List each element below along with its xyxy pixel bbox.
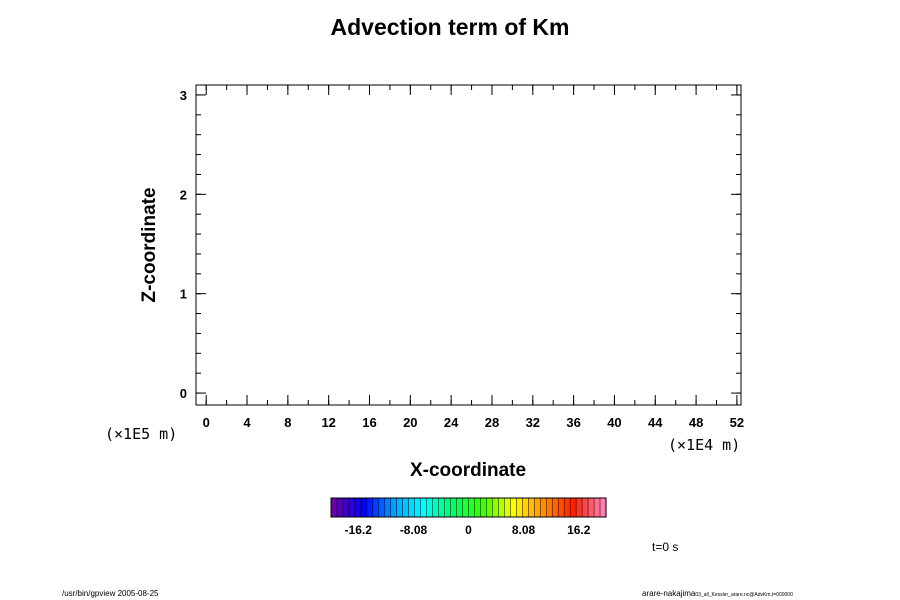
colorbar-cell bbox=[504, 498, 511, 517]
colorbar-cell bbox=[366, 498, 374, 517]
x-tick-label: 20 bbox=[403, 415, 417, 430]
chart-title: Advection term of Km bbox=[330, 14, 570, 40]
x-axis-label: X-coordinate bbox=[409, 460, 527, 481]
colorbar-cell bbox=[450, 498, 458, 517]
colorbar-cell bbox=[408, 498, 416, 517]
axis-ticks bbox=[196, 85, 741, 405]
colorbar-cell bbox=[588, 498, 595, 517]
colorbar-cell bbox=[402, 498, 410, 517]
colorbar-cell bbox=[396, 498, 404, 517]
x-tick-label: 44 bbox=[648, 415, 663, 430]
colorbar-cell bbox=[462, 498, 470, 517]
colorbar-cell bbox=[522, 498, 529, 517]
colorbar-cell bbox=[582, 498, 589, 517]
colorbar-tick-label: 0 bbox=[465, 523, 472, 537]
colorbar-cell bbox=[552, 498, 559, 517]
colorbar-tick-label: -8.08 bbox=[400, 523, 428, 537]
colorbar-cell bbox=[342, 498, 350, 517]
x-tick-label: 40 bbox=[607, 415, 621, 430]
colorbar-cell bbox=[331, 498, 338, 517]
colorbar-tick-label: -16.2 bbox=[345, 523, 373, 537]
colorbar-cell bbox=[576, 498, 583, 517]
y-tick-label: 1 bbox=[180, 287, 187, 302]
colorbar-cell bbox=[414, 498, 422, 517]
colorbar-cell bbox=[534, 498, 541, 517]
colorbar: -16.2 -8.08 0 8.08 16.2 bbox=[330, 497, 607, 537]
x-tick-label: 4 bbox=[243, 415, 251, 430]
time-label: t=0 s bbox=[652, 540, 679, 554]
colorbar-cell bbox=[360, 498, 368, 517]
colorbar-cell bbox=[378, 498, 386, 517]
x-tick-labels: 0 4 8 12 16 20 24 28 32 36 40 44 48 52 bbox=[203, 415, 745, 430]
footer-source: arare-nakajima03_all_Kessler_arare.nc@Ad… bbox=[642, 589, 793, 598]
colorbar-cell bbox=[528, 498, 535, 517]
x-tick-label: 24 bbox=[444, 415, 459, 430]
x-tick-label: 12 bbox=[321, 415, 335, 430]
colorbar-cell bbox=[594, 498, 601, 517]
colorbar-cell bbox=[432, 498, 440, 517]
x-tick-label: 8 bbox=[284, 415, 291, 430]
x-tick-label: 16 bbox=[362, 415, 376, 430]
colorbar-cell bbox=[420, 498, 428, 517]
y-tick-labels: 0 1 2 3 bbox=[180, 88, 187, 401]
colorbar-cell bbox=[510, 498, 517, 517]
x-axis-unit-label: (×1E4 m) bbox=[668, 436, 741, 454]
colorbar-cell bbox=[540, 498, 547, 517]
footer-command: /usr/bin/gpview 2005-08-25 bbox=[62, 589, 159, 598]
colorbar-tick-label: 16.2 bbox=[567, 523, 591, 537]
colorbar-cell bbox=[438, 498, 446, 517]
colorbar-cell bbox=[348, 498, 356, 517]
colorbar-cell bbox=[354, 498, 362, 517]
y-tick-label: 0 bbox=[180, 386, 187, 401]
y-axis-unit-label: (×1E5 m) bbox=[105, 425, 178, 443]
colorbar-cell bbox=[516, 498, 523, 517]
y-tick-label: 3 bbox=[180, 88, 187, 103]
colorbar-cell bbox=[558, 498, 565, 517]
x-tick-label: 52 bbox=[730, 415, 744, 430]
x-tick-label: 28 bbox=[485, 415, 499, 430]
colorbar-cell bbox=[486, 498, 494, 517]
colorbar-cell bbox=[564, 498, 571, 517]
colorbar-cell bbox=[468, 498, 476, 517]
colorbar-frame bbox=[330, 497, 607, 518]
x-tick-label: 0 bbox=[203, 415, 210, 430]
colorbar-cell bbox=[390, 498, 398, 517]
x-tick-label: 32 bbox=[526, 415, 540, 430]
colorbar-cell bbox=[600, 498, 607, 517]
footer-source-file: 03_all_Kessler_arare.nc@AdvKm,t=000000 bbox=[695, 592, 793, 598]
colorbar-cell bbox=[498, 498, 505, 517]
plot-area bbox=[195, 84, 742, 406]
footer-source-main: arare-nakajima bbox=[642, 589, 696, 598]
colorbar-cell bbox=[426, 498, 434, 517]
y-tick-label: 2 bbox=[180, 187, 187, 202]
x-tick-label: 48 bbox=[689, 415, 703, 430]
colorbar-tick-label: 8.08 bbox=[512, 523, 536, 537]
colorbar-cell bbox=[336, 498, 344, 517]
colorbar-cell bbox=[372, 498, 380, 517]
x-tick-label: 36 bbox=[566, 415, 580, 430]
colorbar-cell bbox=[456, 498, 464, 517]
colorbar-cell bbox=[474, 498, 482, 517]
colorbar-cell bbox=[492, 498, 499, 517]
colorbar-cell bbox=[480, 498, 488, 517]
colorbar-cell bbox=[570, 498, 577, 517]
colorbar-cell bbox=[546, 498, 553, 517]
colorbar-cell bbox=[444, 498, 452, 517]
colorbar-cell bbox=[384, 498, 392, 517]
